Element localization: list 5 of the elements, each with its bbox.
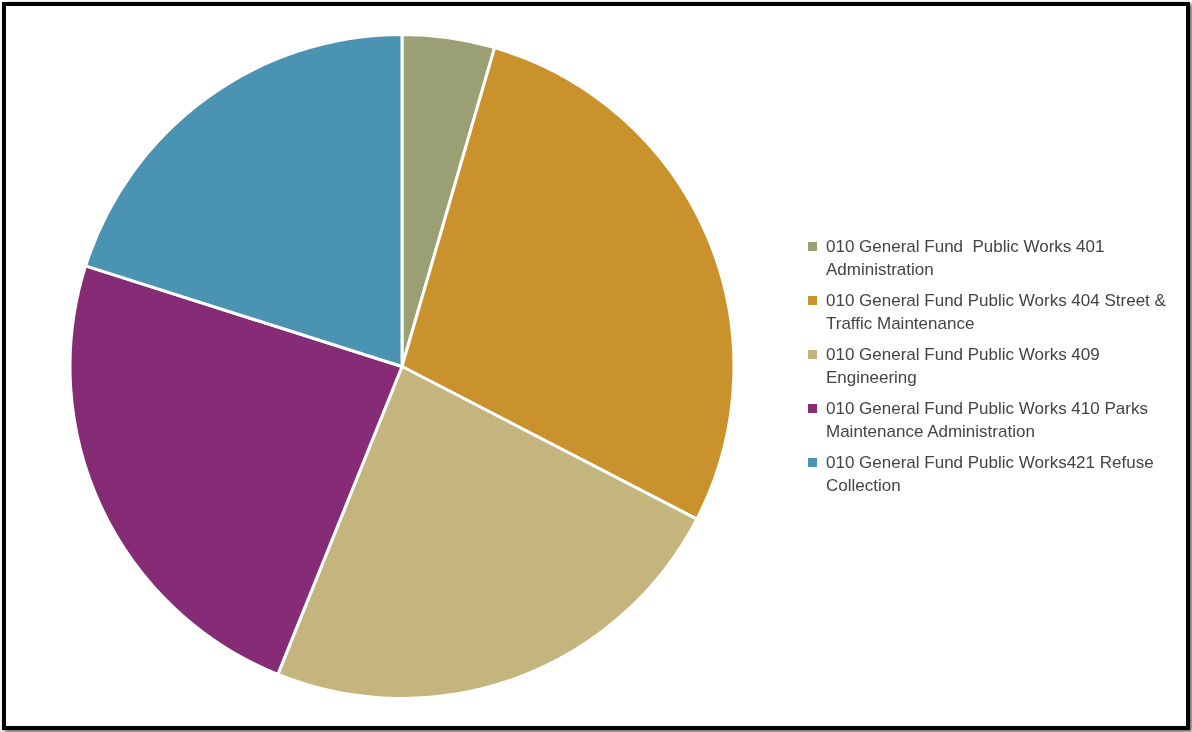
legend-label: 010 General Fund Public Works 404 Street & Traffic Maintenance <box>826 290 1166 335</box>
legend-label: 010 General Fund Public Works 401 Administration <box>826 236 1106 281</box>
legend-label: 010 General Fund Public Works421 Refuse Collection <box>826 452 1155 497</box>
legend-label: 010 General Fund Public Works 410 Parks Maintenance Administration <box>826 398 1149 443</box>
legend-label: 010 General Fund Public Works 409 Engineering <box>826 344 1101 389</box>
